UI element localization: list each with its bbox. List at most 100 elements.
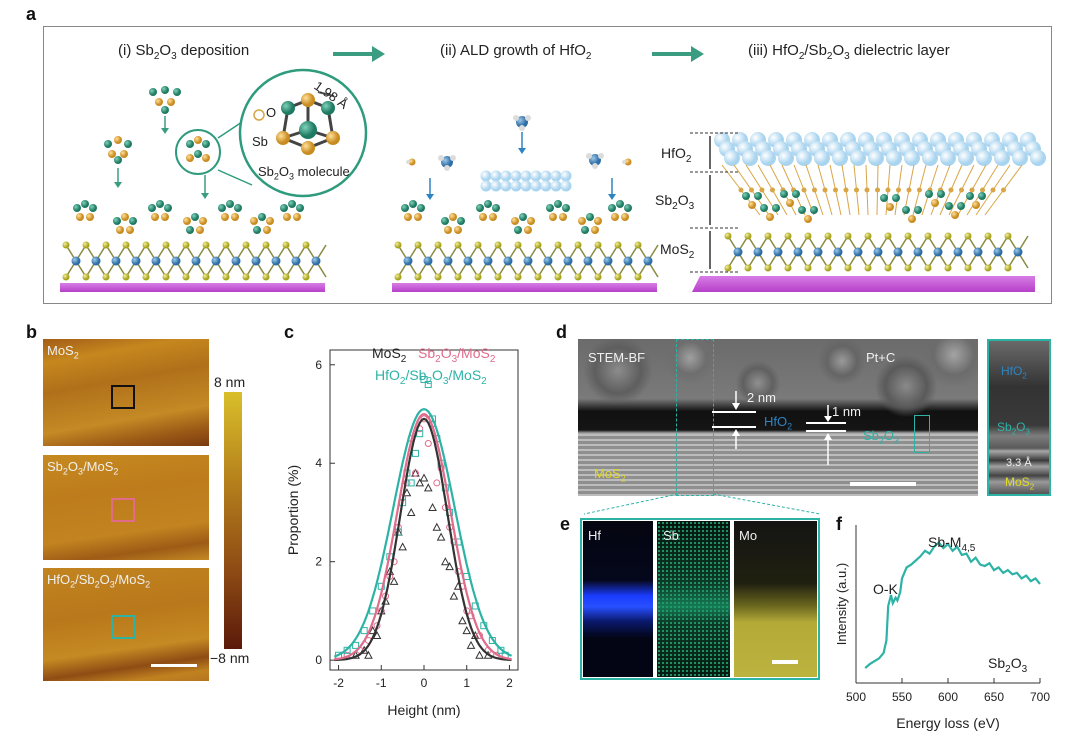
- data-point: [423, 483, 433, 492]
- o-legend-label: O: [266, 105, 277, 120]
- sb2o3-layer-step1: [73, 200, 304, 234]
- data-point: [449, 591, 459, 600]
- x-tick-label: -1: [376, 676, 387, 690]
- layer-label-sb2o3: Sb2O3: [655, 192, 695, 212]
- one-nm-label: 1 nm: [832, 404, 861, 419]
- layer-brackets: [690, 132, 740, 273]
- data-point: [407, 479, 415, 487]
- panel-letter-f: f: [836, 514, 842, 534]
- panel-a-illustration: [60, 46, 1046, 292]
- x-axis-label: Energy loss (eV): [896, 715, 999, 731]
- x-tick-label: 1: [463, 676, 470, 690]
- map-sb: [657, 521, 730, 677]
- afm-image-hfo2: [43, 568, 209, 681]
- o-k-label: O-K: [873, 581, 898, 597]
- hf-precursor-left: [438, 155, 456, 171]
- step3-title: (iii) HfO2/Sb2O3 dielectric layer: [748, 42, 950, 62]
- y-axis-label: Intensity (a.u.): [834, 563, 849, 645]
- stem-sb2o3-label: Sb2O3: [863, 428, 900, 446]
- x-axis-label: Height (nm): [387, 702, 460, 718]
- data-point: [436, 532, 446, 541]
- layer-label-hfo2: HfO2: [661, 145, 692, 165]
- map-sb-label: Sb: [663, 528, 679, 543]
- stem-scale-bar: [850, 482, 916, 486]
- data-point: [406, 507, 416, 516]
- y-tick-label: 4: [315, 456, 322, 470]
- x-tick-label: 650: [984, 690, 1004, 704]
- panel-letter-d: d: [556, 322, 567, 342]
- legend-mos2: MoS2: [372, 345, 407, 365]
- roi-box-teal: [111, 615, 135, 639]
- sb2o3-molecule-1: [149, 86, 181, 114]
- data-point: [368, 626, 378, 635]
- colorbar-bottom-label: −8 nm: [210, 650, 250, 666]
- step-arrow-1: [333, 46, 385, 62]
- inset-sb2o3-label: Sb2O3: [997, 420, 1030, 437]
- data-point: [475, 650, 484, 659]
- data-point: [420, 376, 428, 384]
- zoom-guide-lines: [583, 493, 821, 515]
- afm-label-hfo2: HfO2/Sb2O3/MoS2: [47, 572, 151, 590]
- afm-image-sb2o3: [43, 455, 209, 560]
- mos2-layer-step2: [394, 241, 659, 281]
- map-hf: [583, 521, 653, 677]
- data-point: [364, 650, 373, 659]
- inset-mos2-label: MoS2: [1005, 475, 1035, 492]
- data-point: [411, 449, 419, 457]
- substrate-step2: [392, 283, 657, 292]
- substrate-step3: [692, 276, 1035, 292]
- stem-inset-roi: [914, 415, 930, 453]
- hfo2-layer-step3: [714, 132, 1046, 166]
- sb2o3-layer-step3: [742, 190, 986, 223]
- stem-hfo2-label: HfO2: [764, 414, 793, 432]
- o-legend-dot: [253, 109, 265, 121]
- afm-scale-bar: [151, 664, 197, 667]
- map-mo-label: Mo: [739, 528, 758, 543]
- panel-letter-c: c: [284, 322, 295, 342]
- sb-legend-label: Sb: [252, 134, 268, 149]
- pt-c-label: Pt+C: [866, 350, 896, 365]
- data-point: [402, 488, 412, 497]
- inset-hfo2-label: HfO2: [1001, 364, 1027, 381]
- stem-roi-dashed: [676, 339, 714, 496]
- roi-box-pink: [111, 498, 135, 522]
- step1-title: (i) Sb2O3 deposition: [118, 42, 250, 62]
- sb-m-label: Sb-M4,5: [928, 534, 976, 554]
- substrate-step1: [60, 283, 325, 292]
- map-scale-bar: [772, 660, 798, 664]
- x-tick-label: 500: [846, 690, 866, 704]
- mos2-layer-step1: [62, 241, 327, 281]
- plot-frame: [329, 349, 519, 671]
- data-point: [462, 626, 472, 635]
- sample-label: Sb2O3: [988, 655, 1028, 675]
- step-arrow-2: [652, 46, 704, 62]
- inset-spacing-label: 3.3 Å: [1006, 457, 1032, 469]
- h2o-right: [622, 158, 632, 166]
- sb2o3-molecule-2: [104, 136, 132, 164]
- two-nm-label: 2 nm: [747, 390, 776, 405]
- sb2o3-layer-step2: [401, 200, 632, 234]
- afm-image-mos2: [43, 339, 209, 446]
- y-tick-label: 2: [315, 555, 322, 569]
- data-point: [432, 522, 442, 531]
- height-distribution-chart: 0 2 4 6 -2 -1 0 1 2 Height (nm) Proportion (%): [285, 349, 519, 718]
- stem-bf-label: STEM-BF: [588, 350, 646, 365]
- x-tick-label: 0: [421, 676, 428, 690]
- molecule-label: Sb2O3 molecule: [258, 164, 350, 182]
- data-point: [441, 557, 450, 566]
- hf-precursor-right: [586, 153, 604, 169]
- stem-mos2-label: MoS2: [594, 466, 626, 484]
- mos2-layer-step3: [724, 232, 1029, 272]
- step2-title: (ii) ALD growth of HfO2: [440, 42, 592, 62]
- fit-curve: [334, 417, 512, 662]
- data-point: [466, 640, 476, 649]
- hfo2-slab-small: [480, 170, 572, 192]
- stem-bf-image: [578, 339, 978, 496]
- data-point: [398, 542, 407, 551]
- data-point: [415, 478, 425, 487]
- eels-spectrum-chart: 500 550 600 650 700 Energy loss (eV) Intensity…: [834, 525, 1050, 731]
- data-point: [372, 630, 382, 640]
- panel-letter-b: b: [26, 322, 37, 342]
- data-point: [419, 473, 429, 482]
- data-point: [411, 469, 419, 477]
